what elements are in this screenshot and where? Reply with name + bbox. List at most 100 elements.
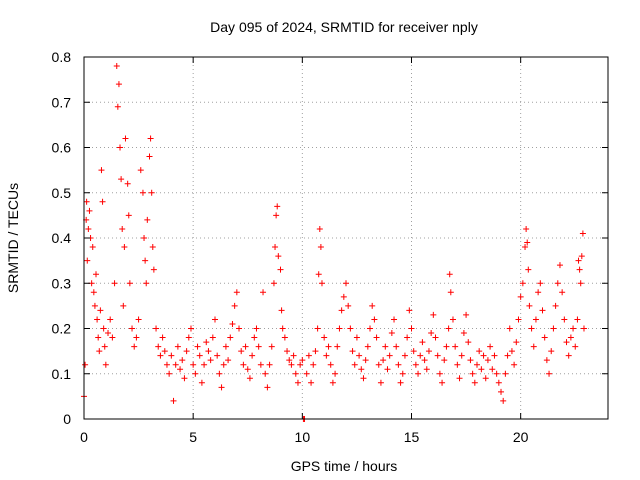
- data-point: [554, 280, 561, 287]
- data-point: [117, 144, 124, 151]
- data-point: [264, 384, 271, 391]
- y-tick-label: 0.6: [52, 140, 72, 156]
- data-point: [347, 325, 354, 332]
- data-point: [161, 348, 168, 355]
- data-point: [500, 397, 507, 404]
- data-point: [478, 366, 485, 373]
- data-point: [122, 135, 129, 142]
- data-point: [575, 257, 582, 264]
- data-point: [238, 348, 245, 355]
- data-point: [97, 307, 104, 314]
- data-point: [391, 316, 398, 323]
- data-point: [275, 253, 282, 260]
- x-tick-label: 10: [295, 429, 311, 445]
- data-point: [447, 289, 454, 296]
- data-point: [318, 280, 325, 287]
- data-point: [205, 348, 212, 355]
- data-point: [550, 325, 557, 332]
- data-point: [351, 361, 358, 368]
- data-point: [126, 280, 133, 287]
- data-point: [144, 216, 151, 223]
- data-point: [511, 361, 518, 368]
- data-point: [290, 352, 297, 359]
- data-point: [446, 271, 453, 278]
- y-tick-label: 0: [63, 411, 71, 427]
- data-point: [570, 325, 577, 332]
- data-point: [458, 352, 465, 359]
- data-point: [519, 280, 526, 287]
- plot-area: [83, 56, 609, 420]
- data-point: [139, 189, 146, 196]
- data-point: [109, 334, 116, 341]
- data-point: [121, 244, 128, 251]
- data-point: [408, 325, 415, 332]
- data-point: [118, 176, 125, 183]
- data-point: [480, 352, 487, 359]
- data-point: [277, 266, 284, 273]
- data-point: [216, 370, 223, 377]
- data-point: [543, 357, 550, 364]
- data-point: [539, 307, 546, 314]
- data-point: [249, 352, 256, 359]
- data-point: [401, 352, 408, 359]
- data-point: [148, 189, 155, 196]
- data-point: [484, 357, 491, 364]
- data-point: [404, 334, 411, 341]
- data-point: [465, 339, 472, 346]
- y-tick-label: 0.5: [52, 185, 72, 201]
- data-point: [430, 311, 437, 318]
- data-point: [194, 343, 201, 350]
- data-point: [278, 307, 285, 314]
- data-point: [449, 316, 456, 323]
- data-point: [336, 325, 343, 332]
- data-point: [556, 262, 563, 269]
- data-point: [441, 357, 448, 364]
- data-point: [525, 266, 532, 273]
- data-point: [222, 343, 229, 350]
- data-point: [395, 361, 402, 368]
- data-point: [498, 388, 505, 395]
- data-point: [281, 334, 288, 341]
- data-point: [356, 352, 363, 359]
- data-point: [183, 348, 190, 355]
- data-point: [425, 348, 432, 355]
- data-point: [82, 361, 89, 368]
- data-point: [364, 343, 371, 350]
- grid-lines: [84, 57, 608, 419]
- data-point: [559, 289, 566, 296]
- data-point: [399, 370, 406, 377]
- data-point: [369, 302, 376, 309]
- data-point: [487, 343, 494, 350]
- data-point: [321, 334, 328, 341]
- data-point: [524, 239, 531, 246]
- data-point: [360, 375, 367, 382]
- data-point: [334, 343, 341, 350]
- x-tick-label: 20: [513, 429, 529, 445]
- data-point: [436, 370, 443, 377]
- data-point: [439, 379, 446, 386]
- data-point: [382, 343, 389, 350]
- data-point: [196, 352, 203, 359]
- data-point: [552, 302, 559, 309]
- data-point: [340, 293, 347, 300]
- data-point: [89, 244, 96, 251]
- data-point: [572, 343, 579, 350]
- data-point: [91, 302, 98, 309]
- data-point: [185, 334, 192, 341]
- data-point: [310, 361, 317, 368]
- data-point: [107, 316, 114, 323]
- data-point: [463, 311, 470, 318]
- y-tick-label: 0.7: [52, 94, 72, 110]
- data-point: [315, 271, 322, 278]
- data-point: [85, 225, 92, 232]
- data-point: [251, 334, 258, 341]
- data-point: [179, 357, 186, 364]
- data-point: [476, 348, 483, 355]
- data-point: [443, 343, 450, 350]
- data-point: [94, 316, 101, 323]
- data-point: [563, 339, 570, 346]
- data-point: [474, 361, 480, 368]
- x-tick-label: 15: [404, 429, 420, 445]
- data-point: [537, 280, 544, 287]
- data-point: [84, 257, 91, 264]
